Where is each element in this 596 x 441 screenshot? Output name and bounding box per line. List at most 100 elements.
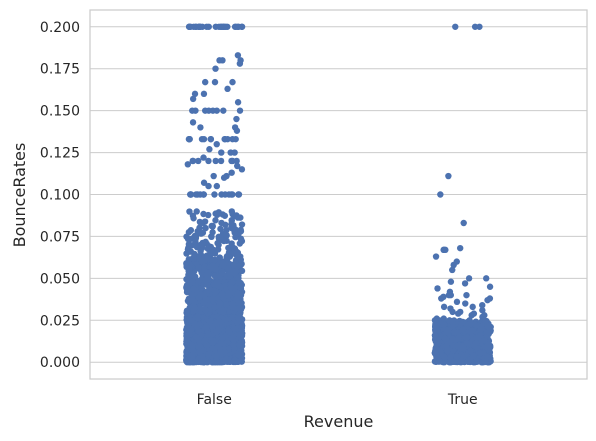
data-point — [196, 218, 204, 226]
data-point — [204, 287, 212, 294]
data-point — [195, 277, 203, 285]
data-point — [186, 331, 193, 338]
data-point — [194, 336, 202, 343]
data-point — [183, 307, 191, 315]
data-point — [186, 236, 193, 244]
data-point — [237, 256, 245, 263]
data-point — [187, 191, 194, 198]
data-point — [218, 149, 225, 156]
data-point — [210, 337, 217, 345]
data-point — [184, 322, 191, 329]
data-point — [217, 157, 225, 165]
data-point — [215, 326, 222, 334]
data-point — [237, 235, 245, 243]
data-point — [195, 264, 202, 271]
y-tick-label: 0.125 — [40, 146, 80, 162]
data-point — [220, 174, 228, 181]
y-tick-labels: 0.000 0.025 0.050 0.075 0.100 0.125 0.150 0.175… — [40, 20, 80, 371]
data-point — [217, 349, 225, 356]
data-point — [462, 300, 469, 307]
data-point — [194, 357, 201, 365]
data-point — [235, 191, 242, 198]
data-point — [232, 23, 240, 30]
data-point — [230, 262, 237, 269]
data-point — [189, 351, 196, 359]
data-point — [196, 343, 204, 350]
data-point — [221, 135, 228, 143]
data-point — [183, 336, 190, 343]
data-point — [206, 146, 213, 153]
data-point — [195, 157, 202, 165]
data-point — [235, 315, 242, 322]
data-point — [202, 324, 210, 332]
data-point — [213, 279, 220, 286]
data-point — [183, 250, 190, 257]
data-point — [211, 272, 218, 280]
data-point — [192, 107, 199, 114]
data-point — [228, 220, 235, 227]
data-points — [183, 23, 494, 366]
y-tick-label: 0.075 — [40, 229, 80, 245]
data-point — [223, 301, 230, 308]
data-point — [200, 210, 207, 218]
data-point — [469, 303, 476, 311]
data-point — [220, 107, 227, 114]
data-point — [224, 264, 231, 272]
data-point — [463, 291, 470, 299]
data-point — [235, 351, 242, 358]
y-tick-label: 0.100 — [40, 188, 80, 204]
data-point — [431, 332, 439, 339]
data-point — [486, 344, 494, 351]
data-point — [203, 271, 211, 279]
data-point — [233, 157, 240, 165]
data-point — [205, 107, 212, 114]
data-point — [186, 265, 193, 272]
data-point — [434, 285, 441, 292]
data-point — [440, 321, 448, 328]
data-point — [484, 296, 491, 304]
data-point — [236, 304, 244, 312]
data-point — [450, 261, 457, 269]
data-point — [200, 191, 207, 198]
data-point — [212, 65, 219, 72]
data-point — [205, 157, 212, 165]
data-point — [237, 284, 244, 291]
data-point — [202, 307, 209, 314]
data-point — [211, 191, 218, 198]
data-point — [207, 135, 215, 143]
data-point — [236, 60, 244, 67]
x-tick-labels: False True — [197, 392, 478, 408]
data-point — [467, 347, 474, 355]
plot-border — [89, 9, 588, 380]
data-point — [234, 162, 241, 170]
data-point — [431, 317, 439, 324]
data-point — [212, 288, 219, 295]
data-point — [227, 284, 235, 291]
data-point — [433, 321, 441, 329]
data-point — [444, 347, 451, 355]
data-point — [212, 157, 219, 165]
data-point — [470, 352, 477, 360]
data-point — [468, 312, 475, 319]
x-tick-label: False — [197, 392, 232, 408]
data-point — [200, 90, 208, 98]
data-point — [441, 335, 449, 342]
data-point — [231, 149, 238, 156]
data-point — [213, 107, 221, 114]
data-point — [192, 238, 199, 245]
data-point — [237, 226, 244, 234]
data-point — [454, 342, 461, 350]
data-point — [221, 212, 229, 219]
data-point — [436, 357, 443, 365]
data-point — [479, 313, 486, 321]
data-point — [218, 236, 225, 243]
data-point — [205, 351, 212, 358]
data-point — [200, 299, 208, 306]
gridlines — [90, 26, 587, 363]
data-point — [227, 191, 235, 198]
data-point — [210, 172, 217, 180]
data-point — [486, 283, 494, 290]
data-point — [200, 135, 208, 143]
data-point — [201, 337, 208, 344]
